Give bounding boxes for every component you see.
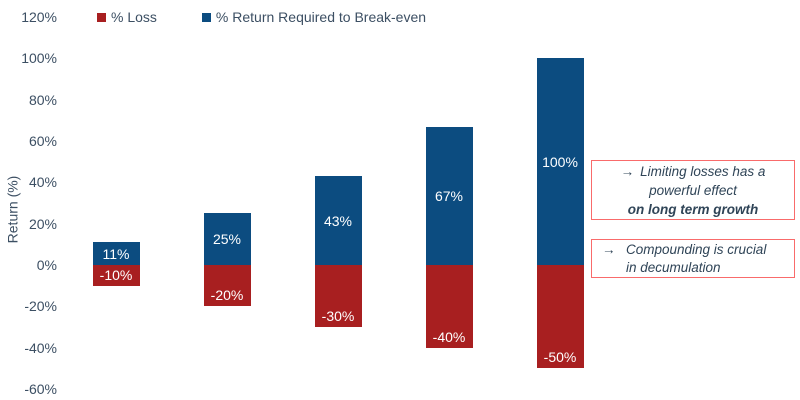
loss-legend-swatch-icon: [97, 12, 106, 22]
y-tick-label: -60%: [24, 381, 57, 397]
annotation-text: Limiting losses has a: [640, 164, 766, 179]
annotation-limiting-losses: → Limiting losses has a powerful effect o…: [591, 160, 795, 220]
bar-value-label: 11%: [102, 245, 130, 262]
y-tick-label: -40%: [24, 339, 57, 356]
legend-label-breakeven: % Return Required to Break-even: [215, 9, 427, 25]
annotation-text: Compounding is crucial: [626, 242, 767, 257]
arrow-icon: →: [602, 242, 616, 257]
legend: % Loss % Return Required to Break-even: [97, 9, 426, 25]
annotation-text-bold: on long term growth: [627, 202, 759, 217]
bar-value-label: 25%: [212, 231, 242, 248]
breakeven-bar-segment: 100%: [536, 58, 584, 265]
y-tick-label: 0%: [36, 257, 57, 273]
y-tick-label: 120%: [21, 8, 57, 25]
y-tick-label: 40%: [28, 174, 57, 191]
breakeven-bar-segment: 67%: [425, 126, 473, 265]
annotation-compounding: → Compounding is crucial in decumulation: [591, 239, 795, 278]
annotation-line: → Limiting losses has a: [592, 162, 794, 181]
bar-value-label: -30%: [321, 308, 355, 324]
legend-item-breakeven: % Return Required to Break-even: [201, 9, 427, 25]
y-axis-title: Return (%): [4, 175, 21, 244]
legend-label-loss: % Loss: [111, 9, 157, 25]
loss-bar-segment: -40%: [425, 265, 473, 348]
bar-value-label: 100%: [542, 153, 578, 170]
y-tick-label: -20%: [24, 298, 57, 315]
annotation-line: → Compounding is crucial: [602, 241, 788, 259]
bar-value-label: -20%: [210, 287, 244, 304]
bar-value-label: 67%: [434, 187, 464, 204]
legend-item-loss: % Loss: [97, 9, 157, 25]
breakeven-legend-swatch-icon: [201, 12, 211, 22]
loss-bar-segment: -20%: [203, 265, 251, 307]
annotation-text: in decumulation: [626, 260, 721, 275]
bar-value-label: -50%: [543, 349, 577, 366]
y-tick-label: 20%: [28, 215, 57, 232]
y-tick-label: 60%: [28, 132, 57, 149]
y-tick-label: 100%: [21, 50, 57, 67]
bar-value-label: 43%: [323, 212, 353, 229]
breakeven-bar-segment: 25%: [203, 213, 251, 265]
y-tick-label: 80%: [28, 91, 57, 108]
loss-bar-segment: -50%: [536, 265, 584, 369]
loss-bar-segment: -10%: [92, 265, 140, 286]
breakeven-bar-segment: 11%: [92, 242, 140, 265]
bar-value-label: -10%: [99, 266, 133, 283]
breakeven-bar-segment: 43%: [314, 176, 362, 265]
arrow-icon: →: [620, 164, 635, 179]
loss-bar-segment: -30%: [314, 265, 362, 327]
bar-value-label: -40%: [432, 328, 466, 345]
annotation-text: powerful effect: [649, 183, 737, 198]
